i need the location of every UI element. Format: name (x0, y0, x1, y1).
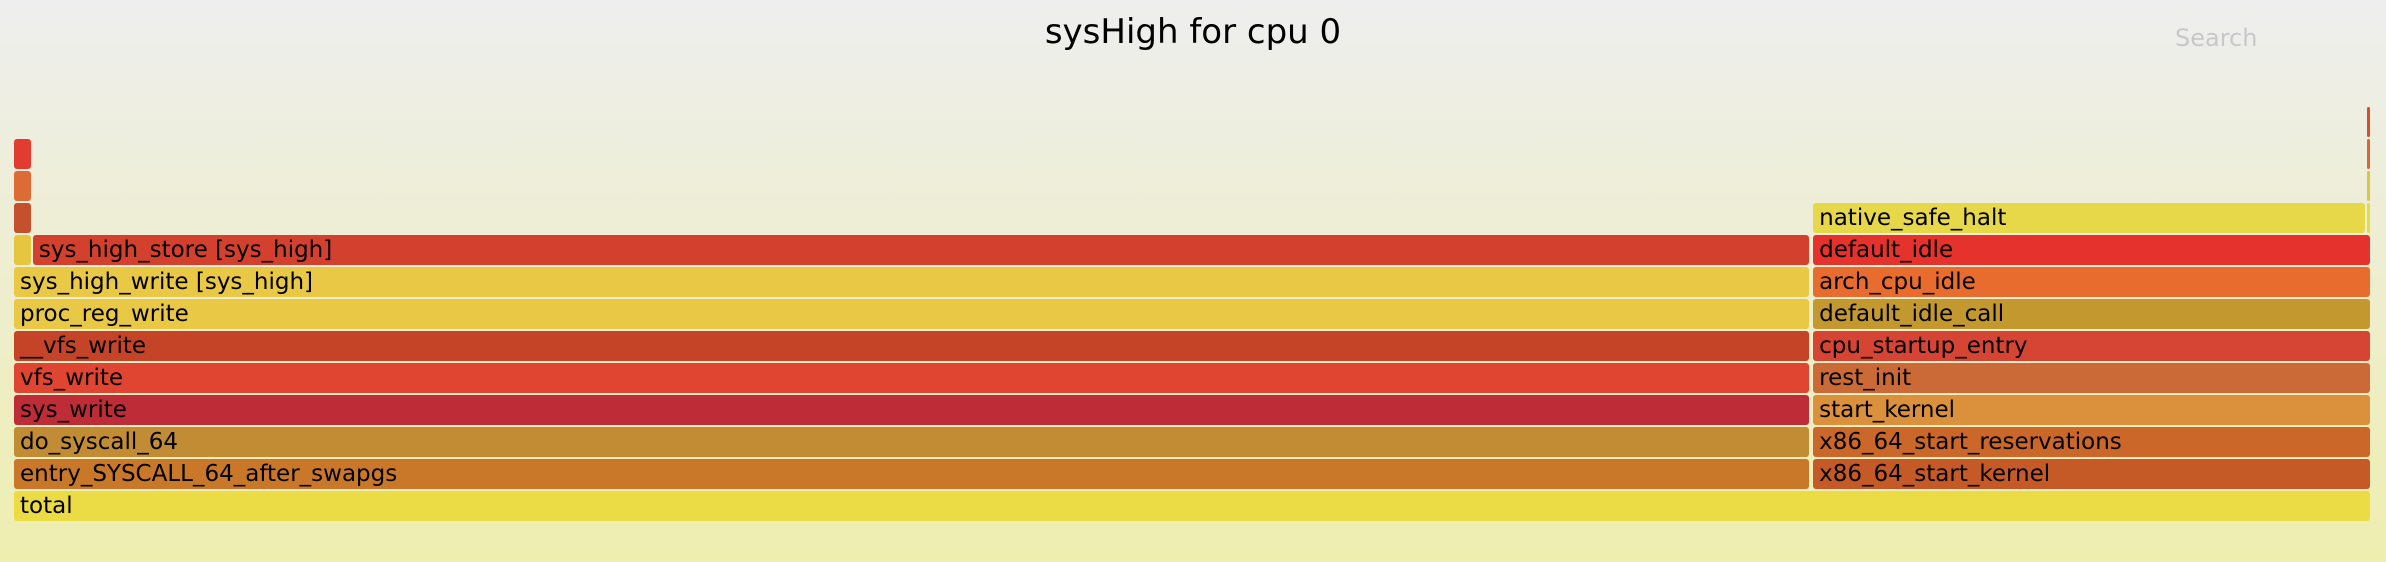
flame-frame[interactable]: native_safe_halt (1813, 203, 2366, 233)
flame-frame[interactable]: __vfs_write (14, 331, 1809, 361)
flame-frame[interactable]: x86_64_start_kernel (1813, 459, 2370, 489)
flame-frame[interactable]: default_idle (1813, 235, 2370, 265)
flame-frame[interactable]: sys_high_write [sys_high] (14, 267, 1809, 297)
flame-frame[interactable]: total (14, 491, 2370, 521)
flame-frame[interactable] (14, 235, 31, 265)
flame-frame[interactable]: arch_cpu_idle (1813, 267, 2370, 297)
flame-frame[interactable]: default_idle_call (1813, 299, 2370, 329)
flame-frame[interactable]: vfs_write (14, 363, 1809, 393)
flame-frame[interactable] (14, 139, 31, 169)
flame-frame[interactable]: proc_reg_write (14, 299, 1809, 329)
flame-frame[interactable]: cpu_startup_entry (1813, 331, 2370, 361)
flame-frame[interactable]: x86_64_start_reservations (1813, 427, 2370, 457)
flame-frame[interactable]: do_syscall_64 (14, 427, 1809, 457)
flame-frame[interactable] (2367, 203, 2371, 233)
flame-frame[interactable]: sys_high_store [sys_high] (32, 235, 1809, 265)
search-button[interactable]: Search (2175, 24, 2258, 52)
flame-frame[interactable]: start_kernel (1813, 395, 2370, 425)
flame-frame[interactable] (14, 171, 31, 201)
flame-frame[interactable] (2367, 139, 2371, 169)
chart-title: sysHigh for cpu 0 (1044, 12, 1342, 52)
flame-frame[interactable] (14, 203, 31, 233)
flame-frame[interactable]: entry_SYSCALL_64_after_swapgs (14, 459, 1809, 489)
flame-frame[interactable] (2367, 107, 2371, 137)
flame-frame[interactable]: sys_write (14, 395, 1809, 425)
flame-frame[interactable] (2367, 171, 2371, 201)
flame-frame[interactable]: rest_init (1813, 363, 2370, 393)
